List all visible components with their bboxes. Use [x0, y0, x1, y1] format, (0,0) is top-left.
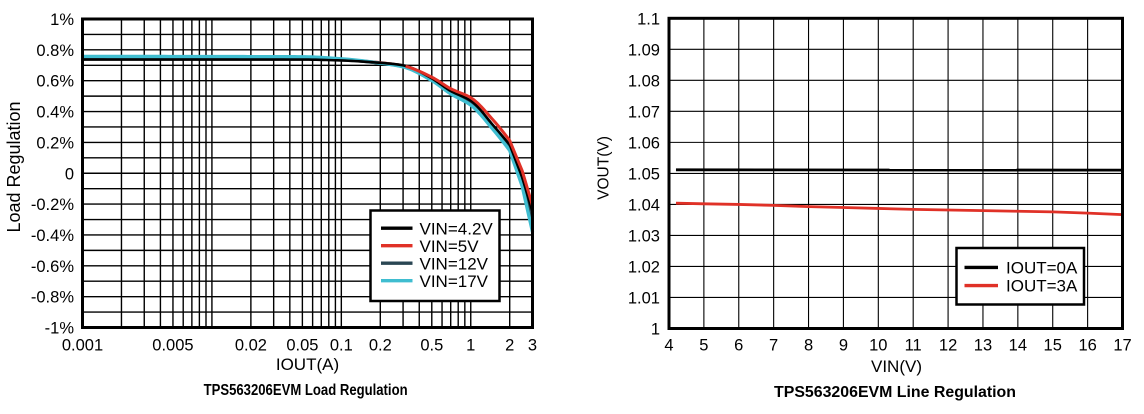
svg-text:1.1: 1.1: [637, 10, 660, 28]
svg-text:-0.4%: -0.4%: [31, 227, 74, 245]
svg-text:VIN=5V: VIN=5V: [420, 237, 480, 256]
svg-text:TPS563206EVM Load Regulation: TPS563206EVM Load Regulation: [204, 382, 408, 399]
svg-text:0.8%: 0.8%: [36, 42, 74, 60]
svg-text:11: 11: [905, 337, 922, 355]
svg-text:0.05: 0.05: [286, 337, 318, 355]
svg-text:0.4%: 0.4%: [36, 104, 74, 122]
svg-text:1: 1: [651, 321, 660, 339]
svg-text:-0.6%: -0.6%: [31, 258, 74, 276]
svg-text:15: 15: [1044, 337, 1062, 355]
svg-text:3: 3: [528, 337, 537, 355]
svg-text:VIN=4.2V: VIN=4.2V: [420, 219, 494, 238]
svg-text:12: 12: [939, 337, 957, 355]
svg-text:9: 9: [839, 337, 848, 355]
svg-text:0.001: 0.001: [62, 337, 103, 355]
svg-text:-0.2%: -0.2%: [31, 196, 74, 214]
svg-text:VIN(V): VIN(V): [871, 357, 922, 376]
svg-text:Load Regulation: Load Regulation: [4, 101, 24, 232]
svg-text:8: 8: [804, 337, 813, 355]
svg-text:1%: 1%: [50, 11, 74, 29]
svg-text:1.08: 1.08: [628, 72, 660, 90]
svg-text:1.05: 1.05: [628, 165, 660, 183]
svg-text:14: 14: [1009, 337, 1027, 355]
svg-text:1.09: 1.09: [628, 41, 660, 59]
svg-text:7: 7: [769, 337, 778, 355]
svg-text:-0.8%: -0.8%: [31, 289, 74, 307]
svg-text:0.6%: 0.6%: [36, 73, 74, 91]
svg-text:0.02: 0.02: [235, 337, 267, 355]
svg-text:1.01: 1.01: [628, 289, 660, 307]
svg-text:1.07: 1.07: [628, 103, 660, 121]
svg-text:IOUT=0A: IOUT=0A: [1006, 259, 1078, 278]
svg-text:0.2: 0.2: [369, 337, 392, 355]
svg-text:IOUT(A): IOUT(A): [276, 355, 339, 374]
svg-text:-1%: -1%: [45, 320, 75, 338]
svg-text:1.06: 1.06: [628, 134, 660, 152]
svg-text:0.1: 0.1: [330, 337, 353, 355]
svg-text:0.2%: 0.2%: [36, 134, 74, 152]
svg-text:0.5: 0.5: [420, 337, 443, 355]
svg-text:VIN=12V: VIN=12V: [420, 254, 489, 273]
svg-text:5: 5: [699, 337, 708, 355]
svg-text:6: 6: [734, 337, 743, 355]
svg-text:0.005: 0.005: [152, 337, 193, 355]
svg-text:1: 1: [466, 337, 475, 355]
svg-text:TPS563206EVM Line Regulation: TPS563206EVM Line Regulation: [774, 384, 1016, 401]
svg-text:10: 10: [869, 337, 887, 355]
svg-text:VIN=17V: VIN=17V: [420, 272, 489, 291]
svg-text:2: 2: [505, 337, 514, 355]
svg-text:1.04: 1.04: [628, 196, 660, 214]
svg-text:1.02: 1.02: [628, 258, 660, 276]
svg-text:0: 0: [65, 165, 74, 183]
svg-text:13: 13: [974, 337, 992, 355]
svg-text:IOUT=3A: IOUT=3A: [1006, 277, 1078, 296]
svg-text:VOUT(V): VOUT(V): [596, 136, 613, 200]
svg-text:16: 16: [1078, 337, 1096, 355]
svg-text:1.03: 1.03: [628, 227, 660, 245]
svg-text:17: 17: [1113, 337, 1131, 355]
svg-text:4: 4: [664, 337, 673, 355]
